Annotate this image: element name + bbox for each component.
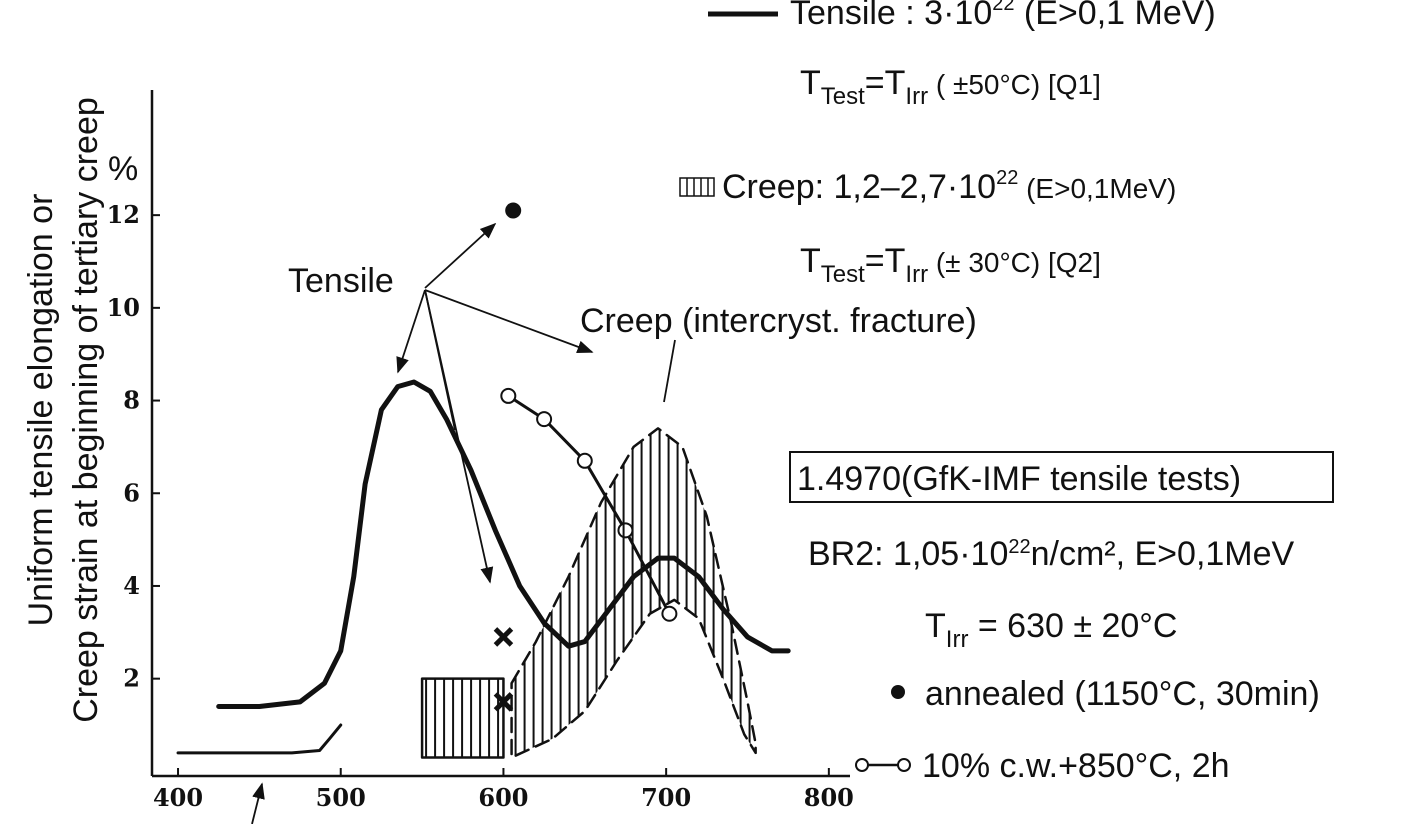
y-tick-label: 10 xyxy=(107,293,140,322)
legend-marker xyxy=(897,758,911,772)
arrows xyxy=(251,222,676,824)
marker xyxy=(576,452,593,469)
text: 22 xyxy=(992,0,1014,15)
text: Irr xyxy=(905,83,928,110)
arrow xyxy=(251,782,265,824)
annotation: BR2: 1,05·1022n/cm², E>0,1MeV xyxy=(808,535,1295,573)
legend-text: Creep: 1,2–2,7·1022 (E>0,1MeV) xyxy=(722,167,1176,206)
series-line xyxy=(506,394,671,616)
text: T xyxy=(925,607,946,645)
annotation: Tensile xyxy=(288,262,394,300)
marker xyxy=(493,627,514,647)
text: Irr xyxy=(946,626,969,653)
annotation: TIrr = 630 ± 20°C xyxy=(925,607,1177,653)
text: BR2: 1,05·10 xyxy=(808,535,1008,573)
x-tick-label: 400 xyxy=(153,783,203,812)
hatch xyxy=(425,678,500,758)
legend-text: TTest=TIrr (± 30°C) [Q2] xyxy=(800,242,1101,288)
y-label: Uniform tensile elongation or xyxy=(22,194,60,627)
marker xyxy=(500,387,517,404)
hatch xyxy=(514,428,751,758)
text: Tensile : 3·10 xyxy=(790,0,992,32)
y-tick-label: 6 xyxy=(123,478,140,507)
text: 22 xyxy=(996,167,1018,189)
series-line xyxy=(176,723,343,755)
text: Creep: 1,2–2,7·10 xyxy=(722,168,996,206)
arrow xyxy=(663,339,676,403)
series-line xyxy=(510,427,757,759)
text: ( ±50°C) [Q1] xyxy=(928,69,1101,100)
text: (± 30°C) [Q2] xyxy=(928,247,1101,278)
annotation: annealed (1150°C, 30min) xyxy=(925,675,1320,713)
y-tick-label: 8 xyxy=(123,386,140,415)
text: =T xyxy=(865,64,906,102)
marker xyxy=(536,411,553,428)
y-label: Creep strain at beginning of tertiary cr… xyxy=(67,97,105,723)
arrow xyxy=(396,289,426,374)
text: 22 xyxy=(1008,536,1030,558)
axes xyxy=(150,90,850,778)
x-tick-label: 800 xyxy=(804,783,854,812)
y-tick-label: 4 xyxy=(123,571,140,600)
material-box xyxy=(789,451,1334,503)
text: (E>0,1 MeV) xyxy=(1014,0,1215,32)
x-tick-label: 700 xyxy=(641,783,691,812)
symbol xyxy=(679,177,715,197)
text: (E>0,1MeV) xyxy=(1018,173,1176,204)
material: 1.4970(GfK-IMF tensile tests) xyxy=(797,460,1241,498)
text: Test xyxy=(821,83,865,110)
series-line xyxy=(216,379,791,709)
text: T xyxy=(800,64,821,102)
arrow xyxy=(424,289,594,354)
text: Irr xyxy=(905,261,928,288)
x-tick-label: 600 xyxy=(478,783,528,812)
legend-text: TTest=TIrr ( ±50°C) [Q1] xyxy=(800,64,1101,110)
arrow xyxy=(424,222,497,289)
marker xyxy=(661,605,678,622)
text: T xyxy=(800,242,821,280)
text: = 630 ± 20°C xyxy=(968,607,1177,645)
hatch-symbol xyxy=(679,177,715,197)
annotation: 10% c.w.+850°C, 2h xyxy=(922,747,1230,785)
series-line xyxy=(420,677,505,759)
annotation: Creep (intercryst. fracture) xyxy=(580,302,977,340)
x-tick-label: 500 xyxy=(316,783,366,812)
text: n/cm², E>0,1MeV xyxy=(1031,535,1295,573)
legend-marker xyxy=(855,758,869,772)
text: Test xyxy=(821,261,865,288)
legend-marker xyxy=(891,685,905,699)
legend-text: Tensile : 3·1022 (E>0,1 MeV) xyxy=(790,0,1216,32)
marker xyxy=(505,202,522,219)
text: =T xyxy=(865,242,906,280)
y-tick-label: 12 xyxy=(107,200,140,229)
y-unit: % xyxy=(108,150,138,188)
y-tick-label: 2 xyxy=(123,664,140,693)
marker xyxy=(617,522,634,539)
arrow xyxy=(424,289,456,431)
